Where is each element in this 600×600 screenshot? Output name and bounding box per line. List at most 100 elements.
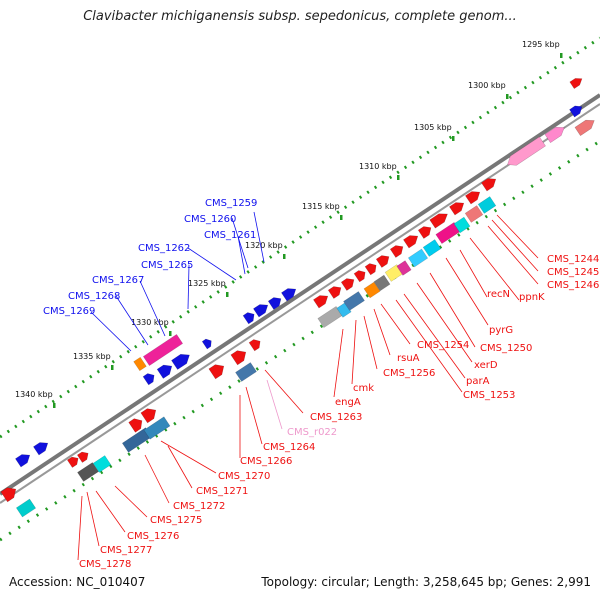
leader-line	[115, 295, 149, 346]
gene-box	[422, 239, 442, 257]
leader-line	[187, 247, 237, 281]
topology-summary: Topology: circular; Length: 3,258,645 bp…	[261, 575, 591, 589]
gene-label-cms-1261: CMS_1261	[204, 230, 256, 241]
forward-gene-arrow	[364, 263, 377, 276]
leader-line	[487, 225, 539, 285]
gene-label-cms-1253: CMS_1253	[463, 390, 515, 401]
leader-line	[496, 214, 539, 259]
forward-gene-arrow	[481, 178, 497, 192]
reverse-gene-arrow	[33, 442, 49, 456]
gene-label-xerd: xerD	[474, 360, 498, 371]
leader-line	[245, 386, 263, 445]
kbp-labels: 1295 kbp 1300 kbp 1305 kbp 1310 kbp 1315 kbp…	[15, 40, 563, 408]
reverse-gene-arrow	[15, 454, 31, 468]
gene-label-cms-1266: CMS_1266	[240, 456, 292, 467]
forward-gene-arrow	[66, 456, 79, 468]
gene-label-cms-r022: CMS_r022	[287, 427, 337, 438]
leader-line	[167, 445, 193, 489]
gene-box	[142, 334, 184, 366]
forward-gene-arrow	[140, 408, 157, 424]
reverse-gene-arrow	[267, 297, 282, 310]
gene-label-cms-1245: CMS_1245	[547, 267, 599, 278]
gene-label-cms-1256: CMS_1256	[383, 368, 435, 379]
kbp-label: 1295 kbp	[522, 40, 560, 49]
gene-label-cms-1268: CMS_1268	[68, 291, 120, 302]
gene-label-cms-1270: CMS_1270	[218, 471, 270, 482]
gene-label-cms-1254: CMS_1254	[417, 340, 469, 351]
reverse-gene-arrow	[569, 105, 583, 118]
gene-box	[343, 291, 365, 311]
leader-line	[380, 303, 411, 345]
leader-line	[333, 328, 344, 398]
genome-backbone-inner	[0, 103, 600, 504]
leader-line	[459, 249, 488, 298]
gene-label-cms-1278: CMS_1278	[79, 559, 131, 570]
gene-features	[0, 78, 595, 518]
gene-label-cms-1277: CMS_1277	[100, 545, 152, 556]
gene-label-cms-1263: CMS_1263	[310, 412, 362, 423]
gene-label-cms-1246: CMS_1246	[547, 280, 599, 291]
leader-line	[445, 257, 489, 326]
gene-box	[77, 462, 99, 482]
gene-box	[407, 248, 429, 268]
gene-box	[453, 216, 471, 234]
outer-tick-track	[0, 36, 600, 439]
gene-label-cms-1260: CMS_1260	[184, 214, 236, 225]
leader-line	[237, 235, 246, 275]
accession-text: Accession: NC_010407	[9, 575, 146, 589]
gene-label-cms-1269: CMS_1269	[43, 306, 95, 317]
kbp-label: 1320 kbp	[245, 241, 283, 250]
gene-labels: CMS_1259 CMS_1260 CMS_1261 CMS_1262 CMS_1265…	[43, 198, 599, 570]
inner-tick-track	[0, 139, 600, 542]
forward-gene-arrow	[128, 418, 143, 433]
gene-box	[133, 356, 147, 372]
gene-box	[363, 281, 381, 299]
gene-label-cms-1262: CMS_1262	[138, 243, 190, 254]
leader-line	[90, 311, 132, 352]
gene-label-cms-1265: CMS_1265	[141, 260, 193, 271]
leader-line	[363, 315, 378, 370]
kbp-tick	[53, 403, 56, 408]
kbp-label: 1315 kbp	[302, 202, 340, 211]
leader-line	[395, 299, 463, 393]
gene-label-para: parA	[466, 376, 490, 387]
gene-label-recn: recN	[487, 289, 510, 300]
leader-line	[351, 319, 357, 385]
map-title: Clavibacter michiganensis subsp. sepedon…	[83, 9, 517, 24]
gene-box	[235, 362, 257, 382]
forward-gene-arrow	[574, 119, 595, 137]
forward-gene-arrow	[208, 364, 225, 380]
leader-line	[77, 495, 83, 561]
reverse-gene-arrow	[242, 312, 255, 325]
leader-line	[373, 308, 391, 356]
leader-line	[253, 211, 265, 263]
leader-line	[160, 440, 217, 474]
gene-box	[396, 260, 412, 276]
reverse-gene-arrow	[171, 354, 190, 370]
kbp-tick	[111, 365, 114, 370]
leader-line	[416, 282, 473, 363]
leader-line	[139, 280, 166, 337]
forward-gene-arrow	[417, 226, 432, 239]
gene-label-pyrg: pyrG	[489, 325, 513, 336]
gene-box	[373, 274, 391, 292]
leader-line	[491, 219, 539, 272]
kbp-label: 1325 kbp	[188, 279, 226, 288]
forward-gene-arrow	[403, 235, 419, 249]
forward-gene-arrow	[353, 270, 366, 283]
leader-line	[403, 293, 466, 379]
leader-line	[114, 485, 148, 518]
forward-gene-arrow	[248, 339, 261, 352]
rna-gene-arrow	[507, 136, 546, 166]
forward-gene-arrow	[230, 350, 247, 366]
reverse-gene-arrow	[156, 364, 173, 379]
kbp-label: 1300 kbp	[468, 81, 506, 90]
gene-label-cms-1244: CMS_1244	[547, 254, 599, 265]
gene-label-ppnk: ppnK	[519, 292, 545, 303]
gene-label-cms-1276: CMS_1276	[127, 531, 179, 542]
forward-gene-arrow	[313, 295, 329, 309]
kbp-label: 1310 kbp	[359, 162, 397, 171]
reverse-gene-arrow	[281, 288, 297, 302]
leader-line	[231, 217, 249, 269]
